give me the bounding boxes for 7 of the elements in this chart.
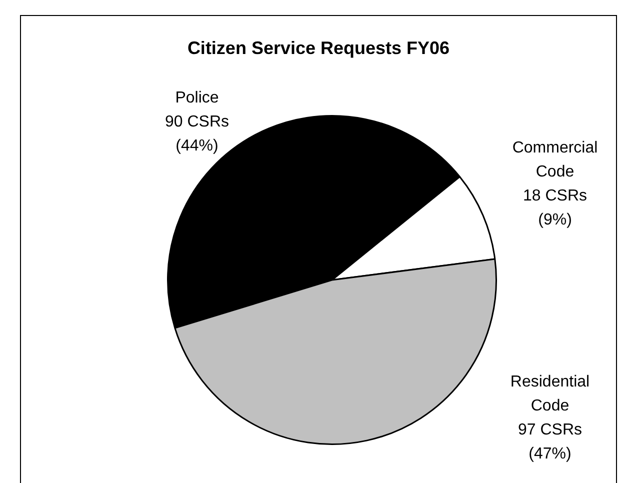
- slice-label: Police: [175, 89, 219, 106]
- slice-label: Residential Code: [510, 373, 590, 414]
- data-label: 18 CSRs (9%): [522, 187, 588, 228]
- data-label: 90 CSRs (44%): [164, 113, 230, 154]
- slice-label: Commercial Code: [512, 139, 598, 180]
- chart-title: Citizen Service Requests FY06: [186, 38, 451, 59]
- data-label: 97 CSRs (47%): [518, 421, 582, 462]
